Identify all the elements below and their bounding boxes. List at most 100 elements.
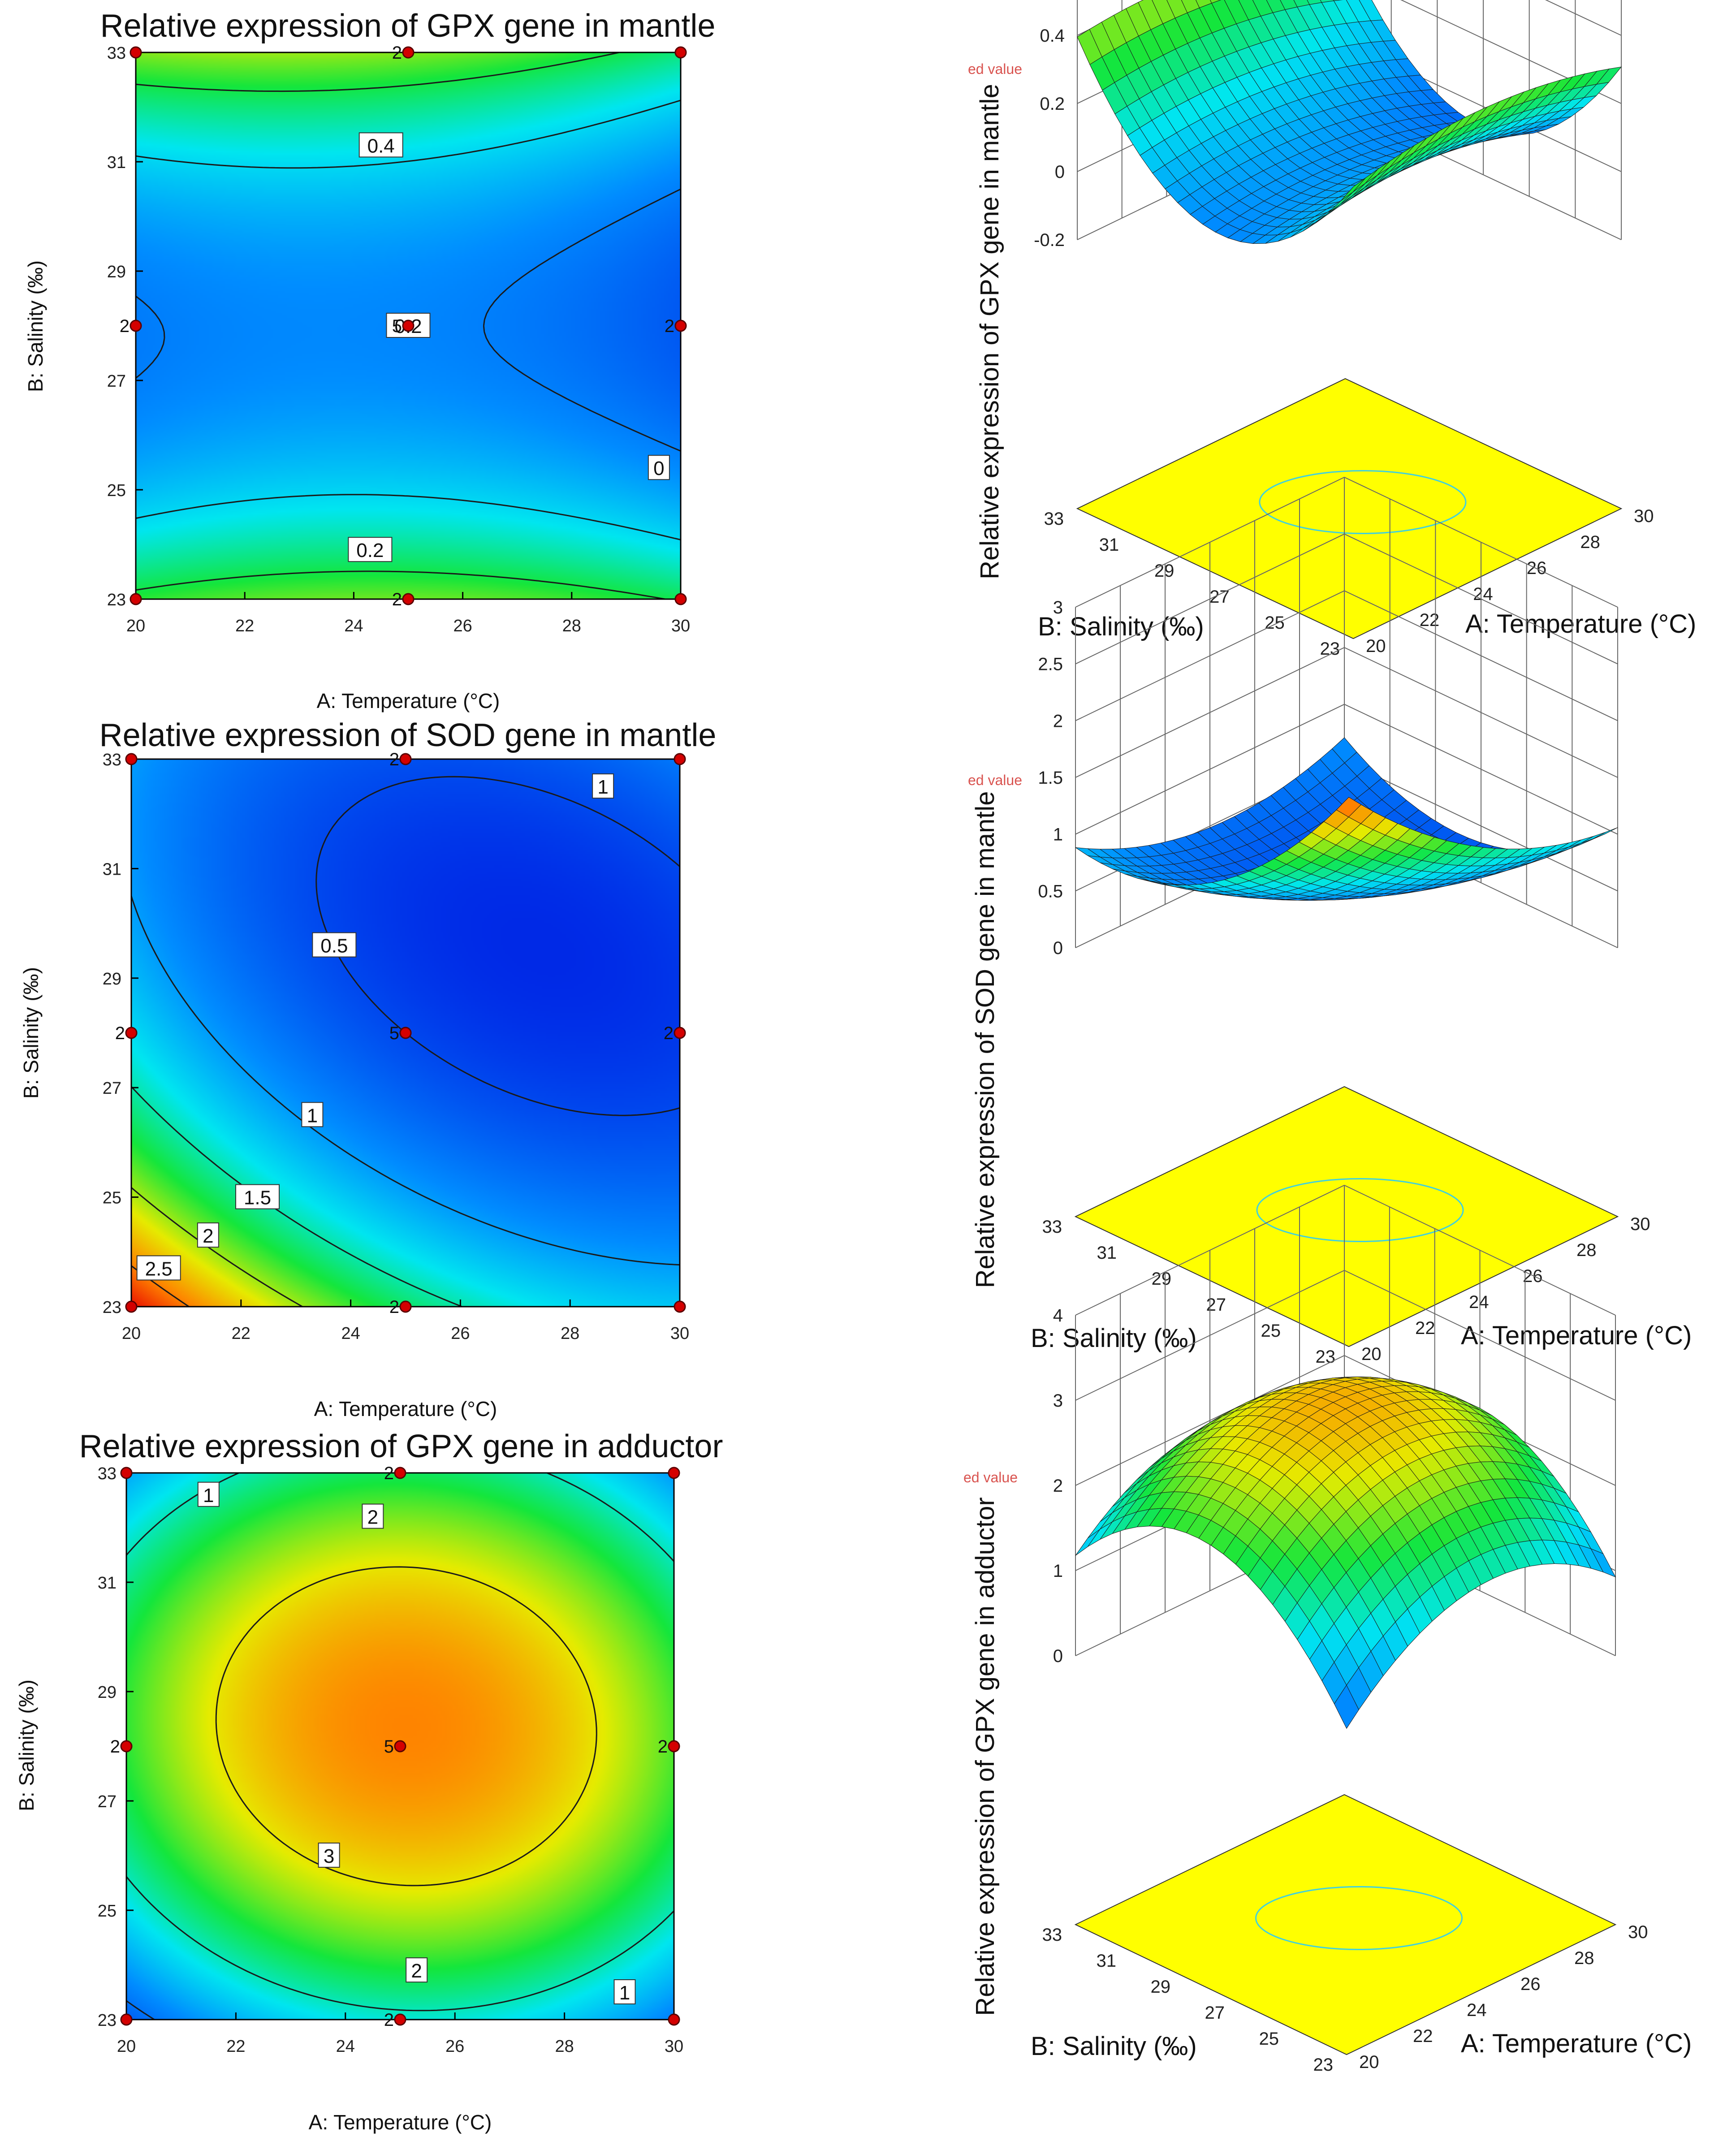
x-tick-label: 26	[445, 2037, 464, 2056]
y-tick-label: 31	[1097, 1951, 1117, 1971]
y-tick-label: 27	[1205, 2003, 1225, 2023]
grid-line	[1075, 590, 1345, 721]
design-point	[674, 753, 686, 765]
x-axis-label: A: Temperature (°C)	[1465, 609, 1696, 639]
contour-label: 2	[362, 1503, 384, 1529]
y-tick-label: 27	[98, 1792, 117, 1811]
design-point	[130, 319, 142, 332]
x-tick-label: 28	[1574, 1948, 1594, 1968]
design-point-count: 2	[120, 316, 130, 336]
x-tick-label: 30	[1630, 1214, 1650, 1234]
contour-label: 0.4	[358, 132, 403, 158]
y-ticks: 23 25 27 29 31 33	[98, 1464, 134, 2030]
surface-ticks: 202224262830232527293133-0.200.20.40.60.…	[1034, 26, 1654, 659]
y-tick-label: 29	[1152, 1269, 1172, 1289]
contour-label-box	[648, 455, 670, 480]
surface-panel-sod-mantle: ed value 20222426283023252729313300.511.…	[968, 477, 1692, 1367]
design-point-count: 2	[389, 750, 399, 769]
z-tick-label: 0.4	[1040, 26, 1065, 46]
design-point	[668, 1467, 680, 1479]
contour-label-box	[301, 1102, 324, 1127]
x-tick-label: 24	[344, 617, 363, 635]
z-axis-label: Relative expression of GPX gene in mantl…	[975, 84, 1004, 579]
contour-label-text: 1	[619, 1982, 630, 2004]
design-point	[394, 2013, 406, 2026]
x-tick-label: 28	[555, 2037, 574, 2056]
contour-line-level-1	[135, 99, 681, 541]
y-tick-label: 33	[98, 1464, 117, 1483]
contour-label-text: 1.5	[244, 1187, 271, 1209]
floor-plane	[1074, 1794, 1617, 2055]
legend-fragment: ed value	[968, 61, 1022, 77]
contour-label: 1	[197, 1481, 220, 1507]
design-point	[130, 46, 142, 59]
contour-label-text: 0.2	[356, 540, 384, 561]
design-point	[399, 753, 412, 765]
y-axis-label: B: Salinity (‰)	[15, 1679, 38, 1811]
y-tick-label: 25	[1265, 613, 1285, 633]
y-tick-label: 25	[98, 1902, 117, 1921]
x-tick-label: 24	[1469, 1292, 1489, 1312]
design-point-count: 5	[392, 316, 402, 336]
surface-cell	[1340, 177, 1366, 201]
x-tick-label: 24	[1473, 584, 1493, 604]
x-tick-label: 22	[1420, 610, 1440, 630]
z-tick-label: 1.5	[1038, 768, 1063, 788]
z-tick-label: 3	[1053, 598, 1063, 617]
y-tick-label: 27	[107, 372, 126, 391]
design-point-count: 2	[389, 1297, 399, 1317]
x-tick-label: 26	[1520, 1974, 1541, 1994]
chart-title: Relative expression of GPX gene in adduc…	[79, 1429, 723, 1464]
z-tick-label: 2	[1053, 711, 1063, 731]
y-axis-label: B: Salinity (‰)	[19, 967, 43, 1099]
response-surface	[1077, 0, 1622, 244]
contour-label-text: 3	[324, 1845, 334, 1867]
floor-contour	[1255, 1886, 1463, 1950]
response-surface	[1075, 1377, 1616, 1729]
design-point	[120, 1467, 133, 1479]
surface-cell	[1075, 1529, 1101, 1556]
y-tick-label: 25	[1261, 1321, 1281, 1341]
y-ticks: 23 25 27 29 31 33	[103, 751, 138, 1317]
design-point	[399, 1027, 412, 1039]
contour-panel-gpx-adductor: Relative expression of GPX gene in adduc…	[15, 1429, 723, 2134]
contour-label-text: 1	[597, 776, 608, 798]
z-tick-label: 1	[1053, 1561, 1063, 1581]
floor-plane-fill	[1074, 1794, 1617, 2055]
x-tick-label: 20	[126, 617, 145, 635]
design-point-count: 2	[384, 1464, 394, 1483]
contour-label-box	[136, 1255, 181, 1281]
x-tick-label: 20	[1361, 1344, 1382, 1364]
contour-label-box	[348, 537, 393, 562]
response-surface	[1075, 737, 1618, 901]
contour-label-box	[406, 1957, 428, 1983]
design-point-count: 2	[664, 1023, 674, 1043]
y-tick-label: 33	[1042, 1217, 1062, 1237]
y-axis-label: B: Salinity (‰)	[1031, 2032, 1197, 2061]
x-tick-label: 20	[122, 1324, 141, 1343]
design-point	[402, 319, 415, 332]
y-tick-label: 25	[103, 1189, 121, 1208]
contour-labels: 1 0.5 1 1.5 2 2.5	[136, 773, 614, 1281]
y-axis-label: B: Salinity (‰)	[1031, 1324, 1197, 1353]
x-tick-label: 26	[451, 1324, 470, 1343]
contour-label: 2	[406, 1957, 428, 1983]
design-points: 2 2 5 2 2	[110, 1464, 680, 2030]
z-tick-label: 4	[1053, 1306, 1063, 1325]
contour-label: 1	[613, 1979, 636, 2004]
x-tick-label: 28	[562, 617, 581, 635]
z-tick-label: 0	[1053, 1646, 1063, 1666]
contour-label-box	[358, 132, 403, 158]
contour-lines	[125, 1472, 675, 2020]
design-points: 2 2 5 2 2	[115, 750, 686, 1317]
design-point-count: 2	[110, 1737, 120, 1757]
grid-line	[1075, 1270, 1345, 1401]
contour-label: 3	[318, 1843, 340, 1868]
contour-label-text: 0.4	[367, 135, 395, 157]
contour-label: 2	[197, 1222, 219, 1248]
x-ticks: 20 22 24 26 28 30	[122, 1299, 689, 1343]
contour-label: 0.2	[348, 537, 393, 562]
design-point	[399, 1300, 412, 1313]
